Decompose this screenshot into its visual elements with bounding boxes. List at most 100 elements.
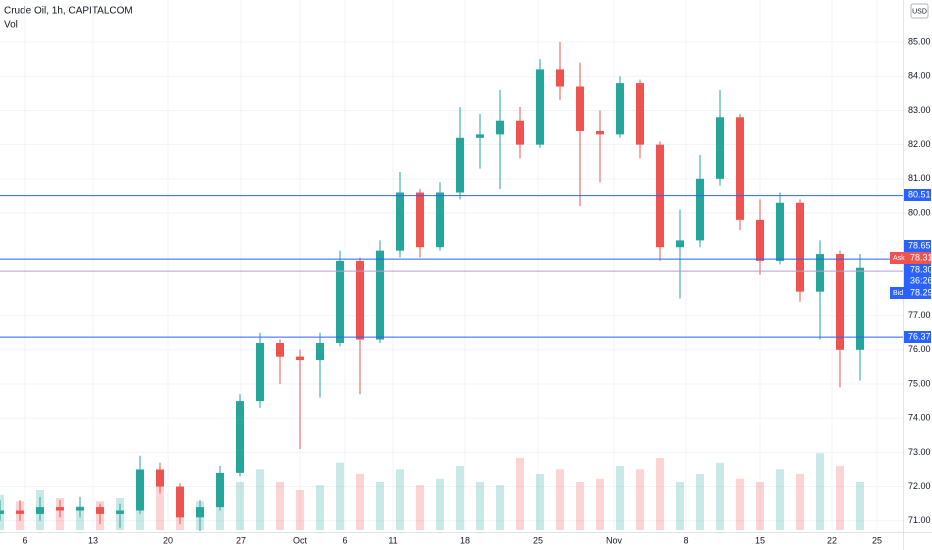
- candle-body: [236, 401, 244, 473]
- level-tag-label: 80.51: [908, 189, 931, 199]
- candle-body: [76, 507, 84, 511]
- candle-body: [816, 254, 824, 292]
- bid-value: 78.29: [910, 287, 932, 297]
- volume-bar: [416, 485, 424, 530]
- candle-body: [16, 510, 24, 514]
- candle-body: [836, 254, 844, 350]
- y-tick-label: 85.00: [908, 36, 931, 46]
- y-tick-label: 81.00: [908, 173, 931, 183]
- level-tag-label: 78.65: [908, 240, 931, 250]
- volume-bar: [536, 474, 544, 530]
- candle-body: [756, 219, 764, 261]
- volume-bar: [156, 485, 164, 530]
- candle-body: [476, 134, 484, 138]
- x-tick-label: 25: [533, 535, 543, 545]
- volume-bar: [376, 482, 384, 530]
- x-tick-label: 13: [88, 535, 98, 545]
- candle-body: [336, 260, 344, 343]
- candle-body: [116, 510, 124, 514]
- x-tick-label: Nov: [606, 535, 623, 545]
- candle-body: [716, 117, 724, 179]
- volume-bar: [716, 462, 724, 530]
- ask-label: Ask: [893, 255, 905, 262]
- candle-body: [696, 178, 704, 241]
- volume-bar: [356, 474, 364, 530]
- candle-body: [316, 342, 324, 361]
- last-price-label: 78.30: [910, 264, 932, 274]
- volume-bar: [516, 458, 524, 530]
- candle-body: [736, 117, 744, 220]
- volume-bar: [76, 506, 84, 530]
- candle-body: [516, 120, 524, 145]
- volume-bar: [756, 482, 764, 530]
- volume-bar: [236, 482, 244, 530]
- level-tag: [904, 189, 931, 201]
- candle-body: [796, 202, 804, 292]
- volume-bar: [776, 469, 784, 530]
- y-tick-label: 75.00: [908, 378, 931, 388]
- candle-body: [296, 356, 304, 361]
- bid-label: Bid: [893, 290, 903, 297]
- y-tick-label: 73.00: [908, 447, 931, 457]
- candle-body: [456, 137, 464, 193]
- volume-bar: [256, 469, 264, 530]
- y-tick-label: 72.00: [908, 481, 931, 491]
- x-tick-label: 6: [22, 535, 27, 545]
- volume-bar: [476, 482, 484, 530]
- candle-body: [56, 507, 64, 511]
- volume-bar: [656, 458, 664, 530]
- volume-bar: [796, 474, 804, 530]
- candle-body: [676, 240, 684, 248]
- bid-tag: [890, 287, 931, 299]
- candle-body: [496, 120, 504, 135]
- x-tick-label: 20: [163, 535, 173, 545]
- volume-bar: [316, 485, 324, 530]
- volume-bar: [396, 469, 404, 530]
- countdown: 36:26: [910, 275, 932, 285]
- currency[interactable]: USD: [912, 8, 927, 15]
- volume-bar: [576, 482, 584, 530]
- last-price-tag: [904, 264, 931, 287]
- volume-label: Vol: [4, 20, 18, 31]
- volume-bar: [856, 482, 864, 530]
- level-tag: [904, 331, 931, 343]
- volume-bar: [296, 490, 304, 530]
- candle-body: [136, 469, 144, 511]
- chart-title: Crude Oil, 1h, CAPITALCOM: [4, 6, 133, 17]
- candle-body: [216, 472, 224, 508]
- candle-body: [596, 130, 604, 135]
- x-tick-label: 22: [827, 535, 837, 545]
- x-tick-label: 27: [236, 535, 246, 545]
- x-tick-label: 8: [683, 535, 688, 545]
- currency-box[interactable]: [910, 3, 929, 19]
- candle-body: [176, 486, 184, 518]
- volume-bar: [336, 462, 344, 530]
- y-tick-label: 77.00: [908, 310, 931, 320]
- candle-body: [96, 507, 104, 514]
- volume-bar: [636, 469, 644, 530]
- candle-body: [0, 510, 4, 514]
- level-tag-label: 76.37: [908, 331, 931, 341]
- candle-body: [196, 507, 204, 518]
- y-tick-label: 80.00: [908, 207, 931, 217]
- volume-bar: [836, 466, 844, 530]
- y-tick-label: 74.00: [908, 413, 931, 423]
- y-tick-label: 82.00: [908, 139, 931, 149]
- candle-body: [636, 83, 644, 145]
- candle-body: [376, 250, 384, 340]
- y-tick-label: 71.00: [908, 515, 931, 525]
- candle-body: [436, 192, 444, 248]
- y-tick-label: 83.00: [908, 105, 931, 115]
- volume-bar: [556, 469, 564, 530]
- candle-body: [156, 469, 164, 487]
- candle-body: [396, 192, 404, 251]
- volume-bar: [676, 482, 684, 530]
- candle-body: [36, 507, 44, 514]
- ask-value: 78.31: [910, 252, 932, 262]
- y-tick-label: 76.00: [908, 344, 931, 354]
- candle-body: [416, 192, 424, 248]
- level-tag: [904, 240, 931, 252]
- volume-bar: [436, 478, 444, 530]
